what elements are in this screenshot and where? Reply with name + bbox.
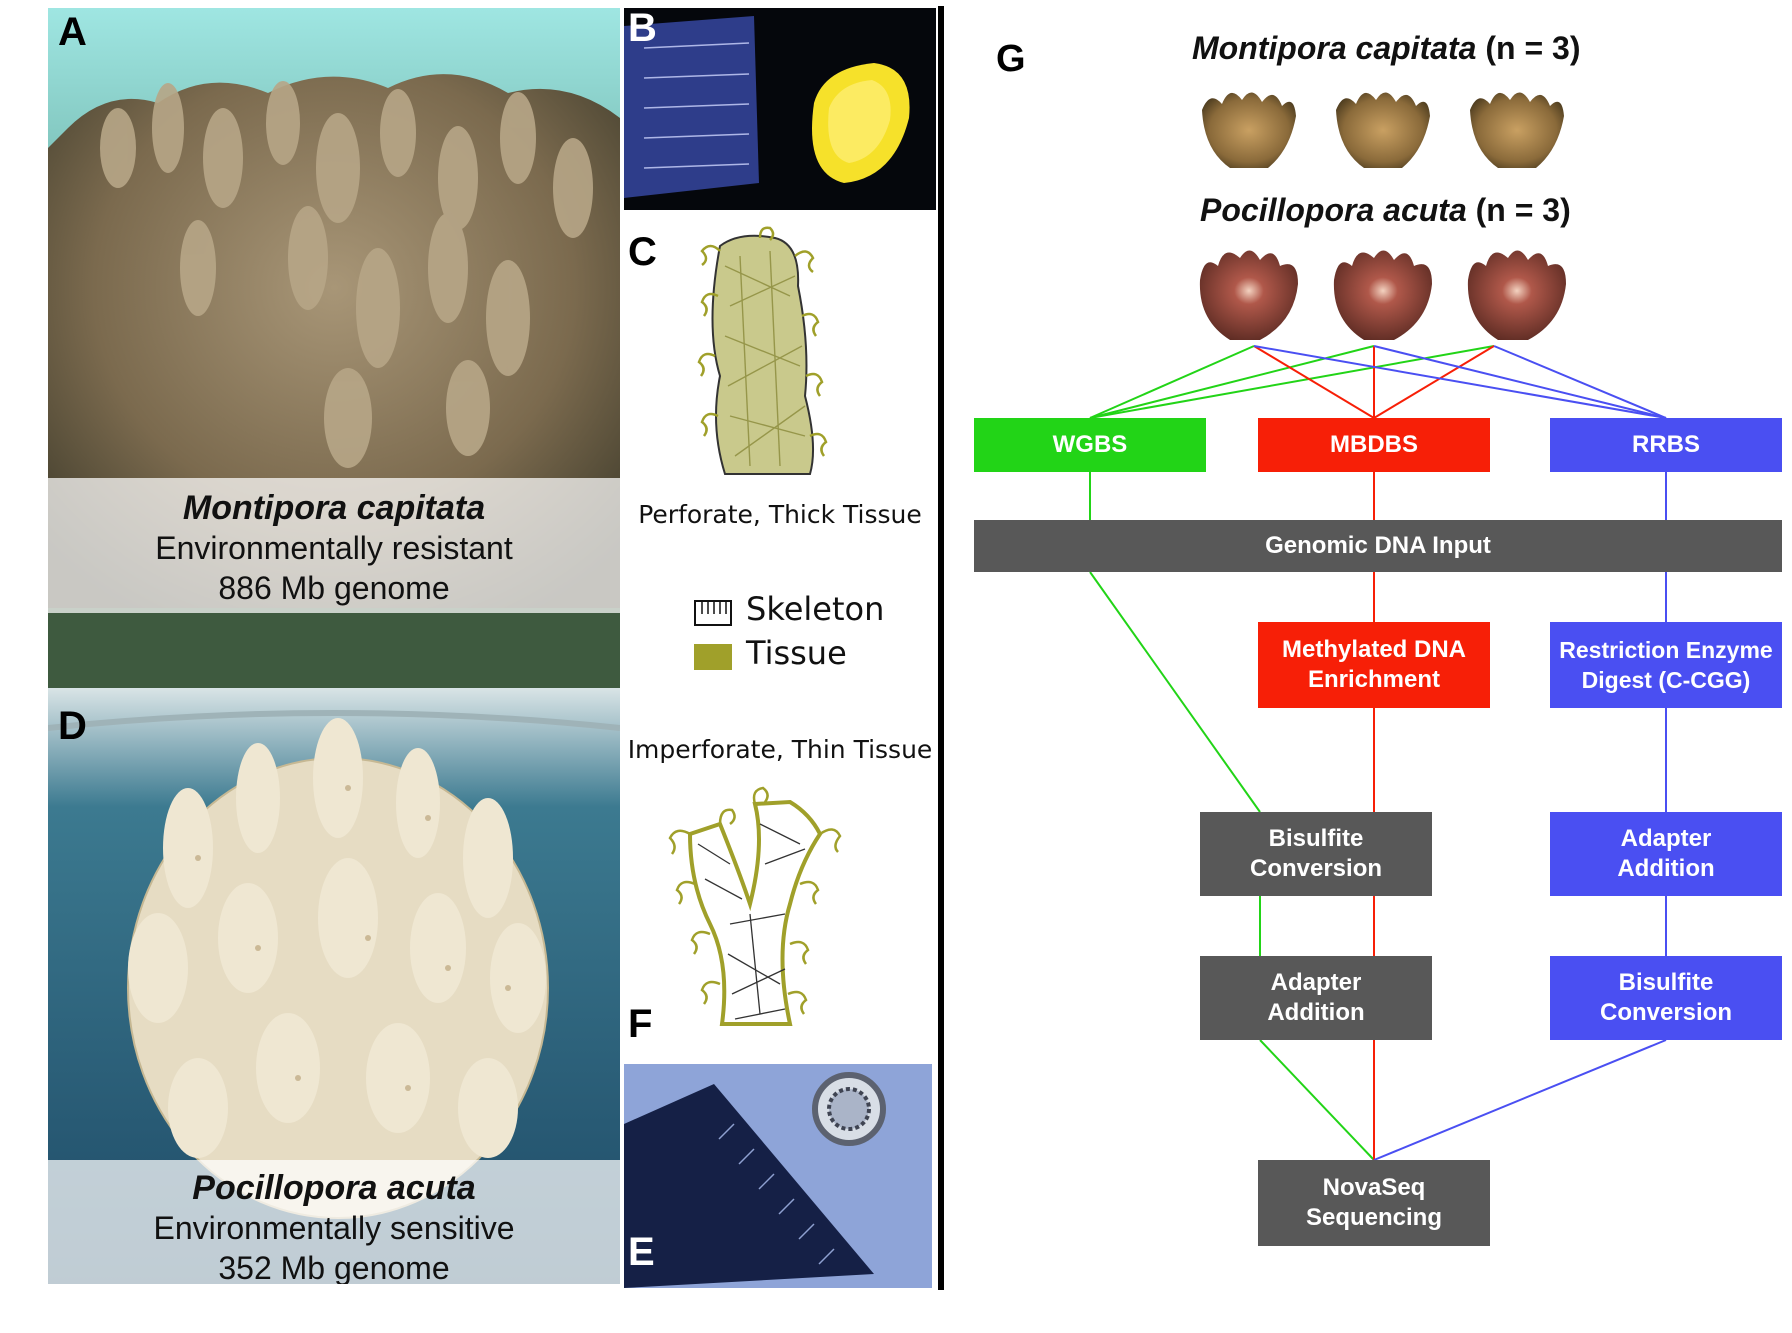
panel-letter-a: A	[58, 10, 87, 54]
rrbs-box: RRBS	[1550, 418, 1782, 472]
imperforate-caption: Imperforate, Thin Tissue	[627, 735, 933, 764]
montipora-title-species: Montipora capitata	[1192, 30, 1477, 66]
restriction-label-line1: Restriction Enzyme	[1559, 637, 1773, 663]
skeleton-swatch-icon	[694, 600, 732, 626]
rrbs-label: RRBS	[1631, 431, 1700, 458]
bisulfite-conversion-box-shared: Bisulfite Conversion	[1200, 812, 1432, 896]
ruler-and-section-image	[624, 1072, 886, 1288]
montipora-sample-1	[1202, 92, 1296, 168]
novaseq-sequencing-box: NovaSeq Sequencing	[1258, 1160, 1490, 1246]
montipora-sample-thumbnails	[1202, 92, 1564, 168]
pocillopora-caption-band: Pocillopora acuta Environmentally sensit…	[48, 1160, 620, 1284]
adapter-shared-line2: Addition	[1267, 999, 1365, 1026]
tissue-swatch-icon	[694, 644, 732, 670]
pocillopora-trait: Environmentally sensitive	[153, 1210, 515, 1246]
skeleton-section-photo	[624, 1064, 932, 1288]
legend-tissue-label: Tissue	[746, 634, 847, 672]
pocillopora-sample-2	[1333, 250, 1432, 340]
genomic-dna-input-box: Genomic DNA Input	[974, 520, 1782, 572]
bisulfite-conversion-box-rrbs: Bisulfite Conversion	[1550, 956, 1782, 1040]
perforate-coral-sketch	[697, 226, 828, 475]
pocillopora-title-species: Pocillopora acuta	[1200, 192, 1467, 228]
perforate-caption: Perforate, Thick Tissue	[638, 500, 922, 529]
panel-divider	[938, 6, 944, 1290]
montipora-sample-3	[1470, 92, 1564, 168]
wgbs-box: WGBS	[974, 418, 1206, 472]
genomic-dna-input-label: Genomic DNA Input	[1265, 532, 1491, 559]
pocillopora-sample-1	[1199, 250, 1298, 340]
montipora-genome-size: 886 Mb genome	[218, 570, 450, 606]
montipora-trait: Environmentally resistant	[155, 530, 513, 566]
adapter-addition-box-rrbs: Adapter Addition	[1550, 812, 1782, 896]
novaseq-line2: Sequencing	[1305, 1204, 1443, 1231]
restriction-enzyme-digest-box: Restriction Enzyme Digest (C-CGG)	[1550, 622, 1782, 708]
rrbs-path	[1373, 472, 1667, 1161]
adapter-addition-box-shared: Adapter Addition	[1200, 956, 1432, 1040]
mbdbs-sample-links	[1253, 345, 1495, 419]
imperforate-coral-sketch	[668, 786, 842, 1026]
restriction-label-line2: Digest (C-CGG)	[1581, 667, 1751, 693]
methylated-dna-enrichment-box: Methylated DNA Enrichment	[1258, 622, 1490, 708]
montipora-photo: Montipora capitata Environmentally resis…	[48, 8, 620, 688]
montipora-caption-band: Montipora capitata Environmentally resis…	[48, 478, 620, 613]
adapter-rrbs-line2: Addition	[1617, 855, 1715, 882]
bisulfite-rrbs-line1: Bisulfite	[1618, 969, 1714, 996]
panel-letter-g: G	[996, 38, 1026, 80]
methylated-label-line1: Methylated DNA	[1281, 636, 1467, 663]
sketch-legend: Skeleton Tissue	[694, 590, 914, 678]
wgbs-path	[1089, 472, 1375, 1161]
pocillopora-sample-title: Pocillopora acuta (n = 3)	[1200, 192, 1571, 229]
bisulfite-shared-line1: Bisulfite	[1268, 825, 1364, 852]
montipora-title-n: (n = 3)	[1476, 30, 1581, 66]
montipora-coral-image	[48, 8, 620, 688]
panel-letter-e: E	[628, 1230, 655, 1274]
pocillopora-sample-3	[1467, 250, 1566, 340]
panel-letter-b: B	[628, 6, 657, 50]
novaseq-line1: NovaSeq	[1322, 1174, 1426, 1201]
legend-skeleton-label: Skeleton	[746, 590, 885, 628]
montipora-sample-2	[1336, 92, 1430, 168]
wgbs-label: WGBS	[1052, 431, 1128, 458]
pocillopora-genome-size: 352 Mb genome	[218, 1250, 450, 1284]
panel-letter-c: C	[628, 230, 657, 274]
bisulfite-shared-line2: Conversion	[1249, 855, 1383, 882]
bisulfite-rrbs-line2: Conversion	[1599, 999, 1733, 1026]
montipora-sample-title: Montipora capitata (n = 3)	[1192, 30, 1580, 67]
panel-letter-d: D	[58, 704, 87, 748]
rrbs-sample-links	[1253, 345, 1667, 419]
pocillopora-photo: Pocillopora acuta Environmentally sensit…	[48, 688, 620, 1284]
methylated-label-line2: Enrichment	[1307, 666, 1441, 693]
adapter-shared-line1: Adapter	[1270, 969, 1362, 996]
mbdbs-box: MBDBS	[1258, 418, 1490, 472]
pocillopora-species-name: Pocillopora acuta	[192, 1169, 476, 1207]
adapter-rrbs-line1: Adapter	[1620, 825, 1712, 852]
ruler-and-sample-image	[624, 16, 910, 198]
panel-letter-f: F	[628, 1002, 653, 1046]
pocillopora-sample-thumbnails	[1199, 250, 1566, 340]
montipora-species-name: Montipora capitata	[182, 489, 486, 527]
pocillopora-title-n: (n = 3)	[1466, 192, 1571, 228]
tissue-sample-photo	[624, 8, 936, 210]
mbdbs-label: MBDBS	[1330, 431, 1418, 458]
